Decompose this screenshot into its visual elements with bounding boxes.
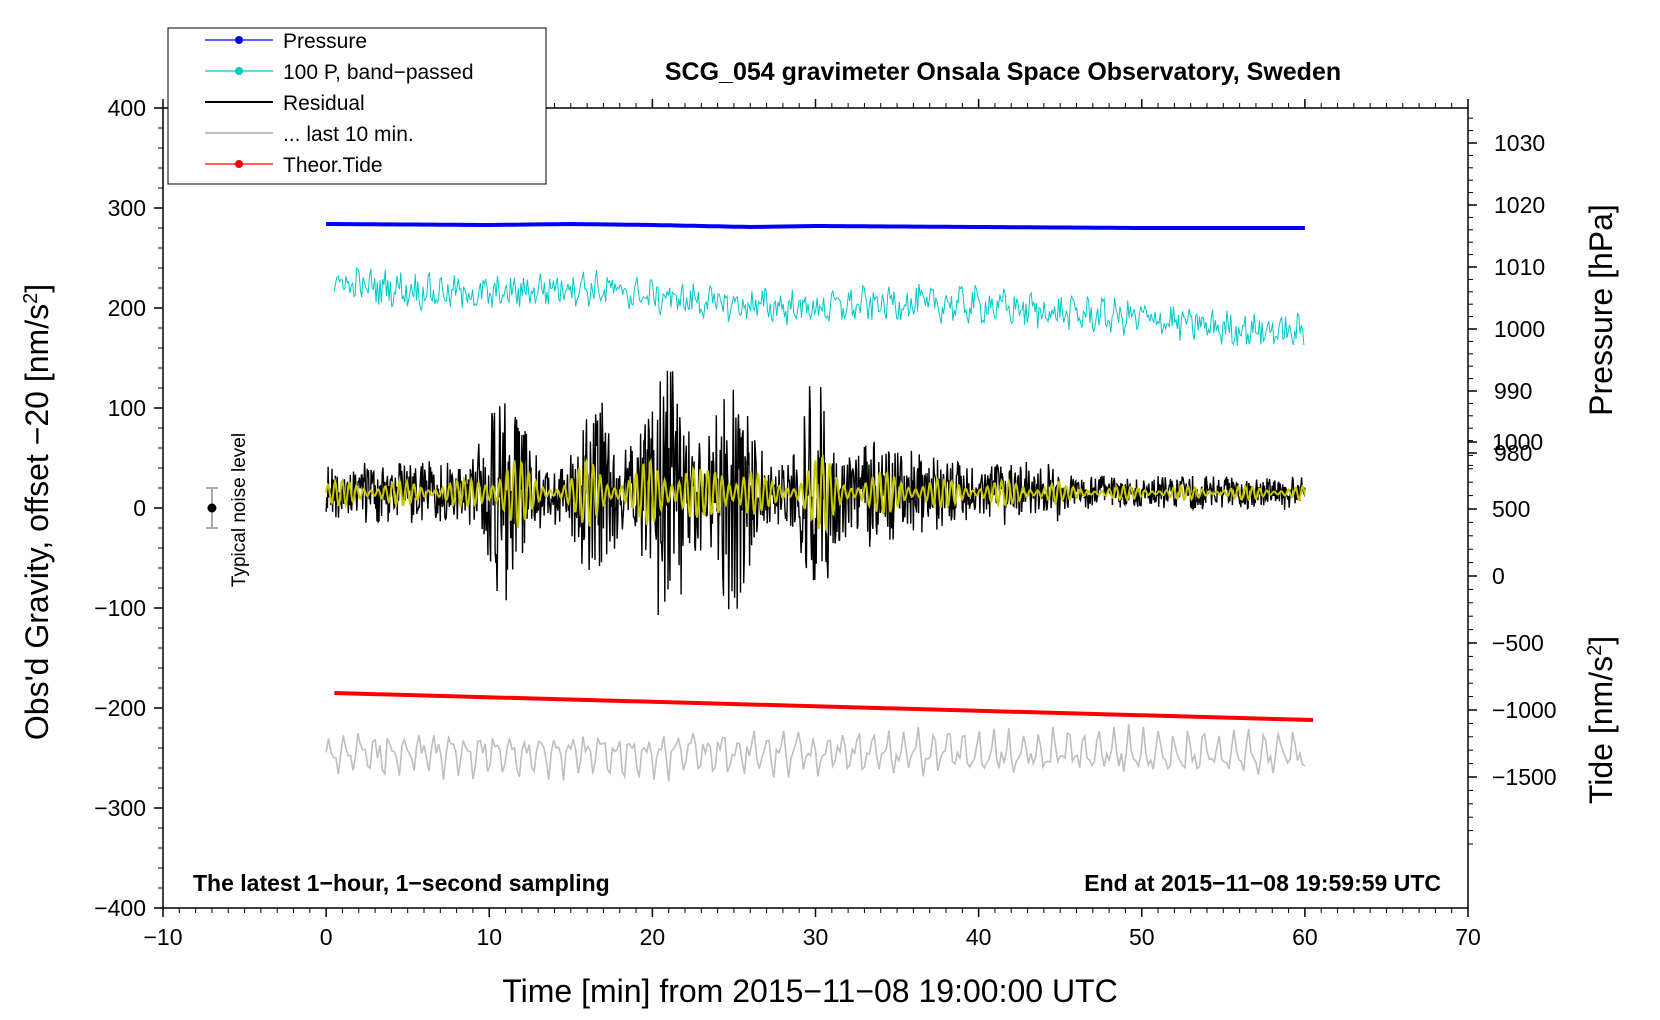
x-tick-label: 10	[476, 924, 502, 950]
tide-tick-label: 500	[1492, 496, 1530, 522]
legend-marker	[235, 160, 243, 168]
x-tick-label: 70	[1455, 924, 1481, 950]
tide-tick-label: −500	[1492, 630, 1544, 656]
pressure-line	[326, 221, 1305, 230]
y-axis-tide-title-end: ]	[1583, 636, 1619, 645]
residual-line	[325, 370, 1306, 616]
series-layer	[325, 221, 1314, 782]
legend-label: Pressure	[283, 30, 367, 53]
x-tick-label: 30	[803, 924, 829, 950]
legend-label: Theor.Tide	[283, 154, 383, 177]
residual-filtered-line	[325, 454, 1306, 531]
last-10-min-line	[325, 724, 1306, 782]
y-axis-pressure-title: Pressure [hPa]	[1583, 204, 1619, 416]
chart-title: SCG_054 gravimeter Onsala Space Observat…	[665, 58, 1341, 86]
y-tick-label: −400	[94, 895, 146, 921]
legend-label: ... last 10 min.	[283, 123, 414, 146]
pressure-tick-label: 980	[1494, 440, 1532, 466]
pressure-tick-label: 1000	[1494, 316, 1545, 342]
y-axis-tide-title: Tide [nm/s2]	[1583, 636, 1619, 804]
y-tick-label: 100	[108, 395, 146, 421]
x-tick-label: −10	[143, 924, 182, 950]
y-tick-label: −100	[94, 595, 146, 621]
x-tick-label: 20	[640, 924, 666, 950]
x-tick-label: 60	[1292, 924, 1318, 950]
y-tick-label: 400	[108, 95, 146, 121]
legend-box	[167, 27, 547, 185]
x-tick-label: 40	[966, 924, 992, 950]
pressure-tick-label: 1010	[1494, 254, 1545, 280]
noise-point	[207, 503, 217, 513]
y-tick-label: 300	[108, 195, 146, 221]
y-axis-left-title-sup: 2	[20, 293, 42, 304]
y-tick-label: −200	[94, 695, 146, 721]
tide-tick-label: 0	[1492, 563, 1505, 589]
noise-level-indicator: Typical noise level	[205, 433, 250, 587]
pressure-bandpassed-line	[333, 267, 1305, 347]
legend-label: 100 P, band−passed	[283, 61, 474, 84]
theoretical-tide-line	[334, 691, 1314, 722]
y-axis-left-title-end: ]	[19, 284, 55, 293]
axes-layer: −10 0 10 20 30 40 50 60 704003002001000−100−200−…	[94, 95, 1556, 950]
x-tick-label: 50	[1129, 924, 1155, 950]
legend-marker	[235, 36, 243, 44]
y-axis-tide-title-sup: 2	[1584, 645, 1606, 656]
annotation-sampling: The latest 1−hour, 1−second sampling	[193, 870, 610, 896]
y-axis-left-title-main: Obs'd Gravity, offset −20 [nm/s	[19, 304, 55, 740]
x-axis-title: Time [min] from 2015−11−08 19:00:00 UTC	[502, 973, 1117, 1009]
x-tick-label: 0	[320, 924, 333, 950]
legend-label: Residual	[283, 92, 365, 115]
legend-marker	[235, 67, 243, 75]
y-tick-label: −300	[94, 795, 146, 821]
pressure-tick-label: 1030	[1494, 130, 1545, 156]
pressure-tick-label: 1020	[1494, 192, 1545, 218]
y-axis-left-title: Obs'd Gravity, offset −20 [nm/s2]	[19, 284, 55, 740]
y-axis-tide-title-main: Tide [nm/s	[1583, 656, 1619, 804]
y-tick-label: 200	[108, 295, 146, 321]
legend: Pressure 100 P, band−passed Residual ... la…	[167, 27, 547, 185]
pressure-tick-label: 990	[1494, 378, 1532, 404]
y-tick-label: 0	[133, 495, 146, 521]
noise-level-label: Typical noise level	[229, 433, 250, 587]
tide-tick-label: −1500	[1492, 764, 1557, 790]
tide-tick-label: −1000	[1492, 697, 1557, 723]
tide-tick-label: 1000	[1492, 429, 1543, 455]
annotation-end-time: End at 2015−11−08 19:59:59 UTC	[1084, 870, 1441, 896]
